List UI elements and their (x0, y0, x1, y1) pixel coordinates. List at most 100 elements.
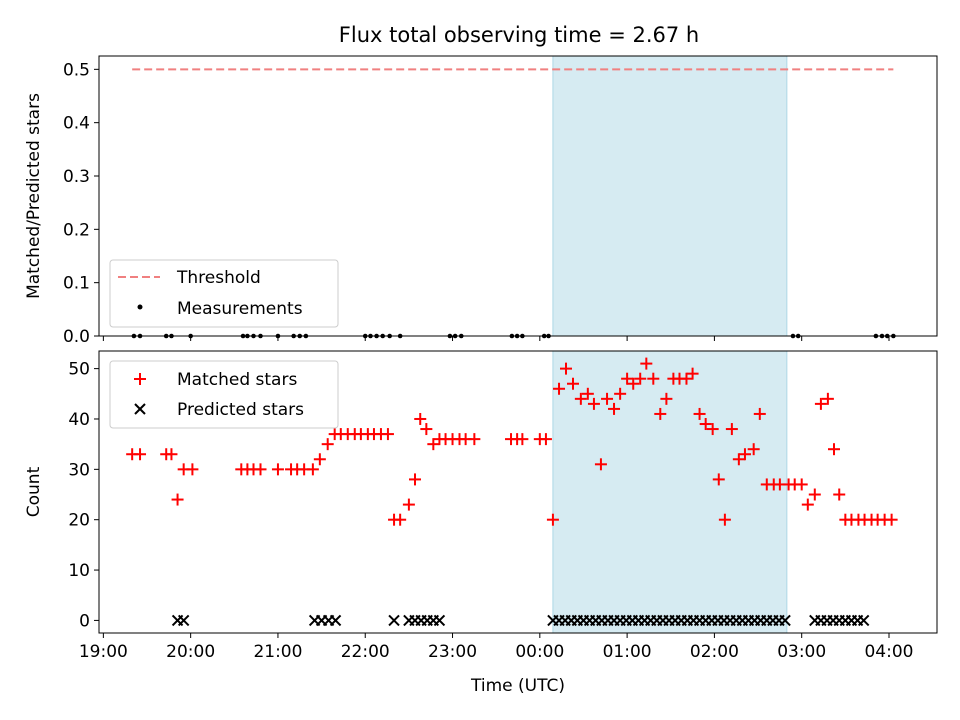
matched-star-marker (321, 438, 334, 451)
matched-star-marker (640, 357, 653, 370)
bottom-ytick-label: 20 (68, 511, 90, 531)
top-panel: 0.0 0.1 0.2 0.3 0.4 0.5 Matched/Predicted sta… (24, 55, 938, 347)
x-axis-label: Time (UTC) (470, 676, 565, 696)
top-ytick-label: 0.1 (63, 274, 90, 294)
matched-star-marker (885, 513, 898, 526)
predicted-star-marker (388, 614, 400, 627)
bottom-xtick-label: 02:00 (690, 642, 739, 662)
legend-predicted-label: Predicted stars (177, 400, 304, 420)
matched-star-marker (614, 387, 627, 400)
top-ytick-label: 0.4 (63, 114, 90, 134)
bottom-legend-box (109, 360, 339, 429)
bottom-x-axis-ticks: 19:00 20:00 21:00 22:00 23:00 00:00 01:00 02:00… (79, 633, 913, 662)
matched-star-marker (725, 423, 738, 436)
matched-star-marker (414, 412, 427, 425)
bottom-xtick-label: 21:00 (253, 642, 302, 662)
bottom-ytick-label: 0 (79, 611, 90, 631)
matched-star-marker (408, 473, 421, 486)
bottom-xtick-label: 23:00 (428, 642, 477, 662)
matched-star-marker (402, 498, 415, 511)
legend-measurements-label: Measurements (177, 299, 303, 319)
matched-star-marker (821, 392, 834, 405)
marker-stroke (857, 614, 870, 627)
matched-star-marker (594, 458, 607, 471)
predicted-star-marker (857, 614, 870, 627)
bottom-plot-frame (98, 350, 938, 634)
matched-star-marker (313, 453, 326, 466)
matched-star-marker (306, 463, 319, 476)
top-legend-box (109, 259, 339, 328)
marker-stroke (177, 614, 190, 627)
legend-matched-label: Matched stars (177, 370, 297, 390)
matched-star-marker (608, 402, 621, 415)
matched-star-marker (795, 478, 808, 491)
matched-star-marker (654, 407, 667, 420)
top-ytick-label: 0.2 (63, 220, 90, 240)
top-y-axis-label: Matched/Predicted stars (24, 93, 44, 299)
matched-star-marker (186, 463, 199, 476)
bottom-xtick-label: 20:00 (166, 642, 215, 662)
predicted-star-marker (433, 614, 446, 627)
matched-star-marker (647, 372, 660, 385)
bottom-y-axis-ticks: 0 10 20 30 40 50 (68, 360, 99, 631)
matched-star-marker (171, 493, 184, 506)
bottom-xtick-label: 01:00 (603, 642, 652, 662)
matched-star-marker (814, 397, 827, 410)
matched-star-marker (706, 423, 719, 436)
marker-stroke (388, 614, 400, 627)
marker-stroke (329, 614, 342, 627)
matched-star-marker (634, 372, 647, 385)
matched-star-marker (420, 423, 433, 436)
matched-star-marker (827, 443, 840, 456)
top-highlight-span-group (552, 55, 788, 337)
matched-star-marker (566, 377, 579, 390)
matched-star-marker (581, 387, 594, 400)
matched-star-marker (833, 488, 846, 501)
matched-star-marker (808, 488, 821, 501)
bottom-ytick-label: 10 (68, 561, 90, 581)
predicted-stars-group (171, 614, 870, 627)
matched-star-marker (394, 513, 407, 526)
bottom-xtick-label: 03:00 (777, 642, 826, 662)
matched-star-marker (587, 397, 600, 410)
matched-star-marker (660, 392, 673, 405)
matched-stars-group (126, 357, 898, 526)
bottom-xtick-label: 19:00 (79, 642, 128, 662)
bottom-xtick-label: 04:00 (864, 642, 913, 662)
highlight-span (552, 55, 788, 337)
legend-predicted-swatch (134, 403, 146, 415)
bottom-ytick-label: 30 (68, 460, 90, 480)
top-ytick-label: 0.0 (63, 327, 90, 347)
matched-star-marker (686, 367, 699, 380)
matched-star-marker (468, 433, 481, 446)
top-ytick-label: 0.5 (63, 60, 90, 80)
legend-measurements-swatch (137, 304, 143, 310)
matched-star-marker (738, 448, 751, 461)
matched-star-marker (560, 362, 573, 375)
matched-star-marker (427, 438, 440, 451)
bottom-ytick-label: 40 (68, 410, 90, 430)
matched-star-marker (134, 448, 147, 461)
bottom-xtick-label: 22:00 (341, 642, 390, 662)
matched-star-marker (574, 392, 587, 405)
bottom-ytick-label: 50 (68, 360, 90, 380)
matched-star-marker (680, 372, 693, 385)
predicted-star-marker (779, 614, 791, 627)
matched-star-marker (747, 443, 760, 456)
measurements-group (131, 333, 896, 339)
top-ytick-label: 0.3 (63, 167, 90, 187)
matched-star-marker (546, 513, 559, 526)
bottom-xtick-label: 00:00 (515, 642, 564, 662)
bottom-panel: 0 10 20 30 40 50 19:00 20:00 21:00 22:00 23:00 00:… (24, 350, 938, 696)
matched-star-marker (601, 392, 614, 405)
matched-star-marker (699, 418, 712, 431)
matched-star-marker (165, 448, 178, 461)
bottom-y-axis-label: Count (24, 466, 44, 517)
matched-star-marker (693, 407, 706, 420)
predicted-star-marker (329, 614, 342, 627)
matched-star-marker (718, 513, 731, 526)
bottom-legend: Matched stars Predicted stars (109, 360, 339, 429)
matched-star-marker (381, 428, 394, 441)
matched-star-marker (254, 463, 267, 476)
